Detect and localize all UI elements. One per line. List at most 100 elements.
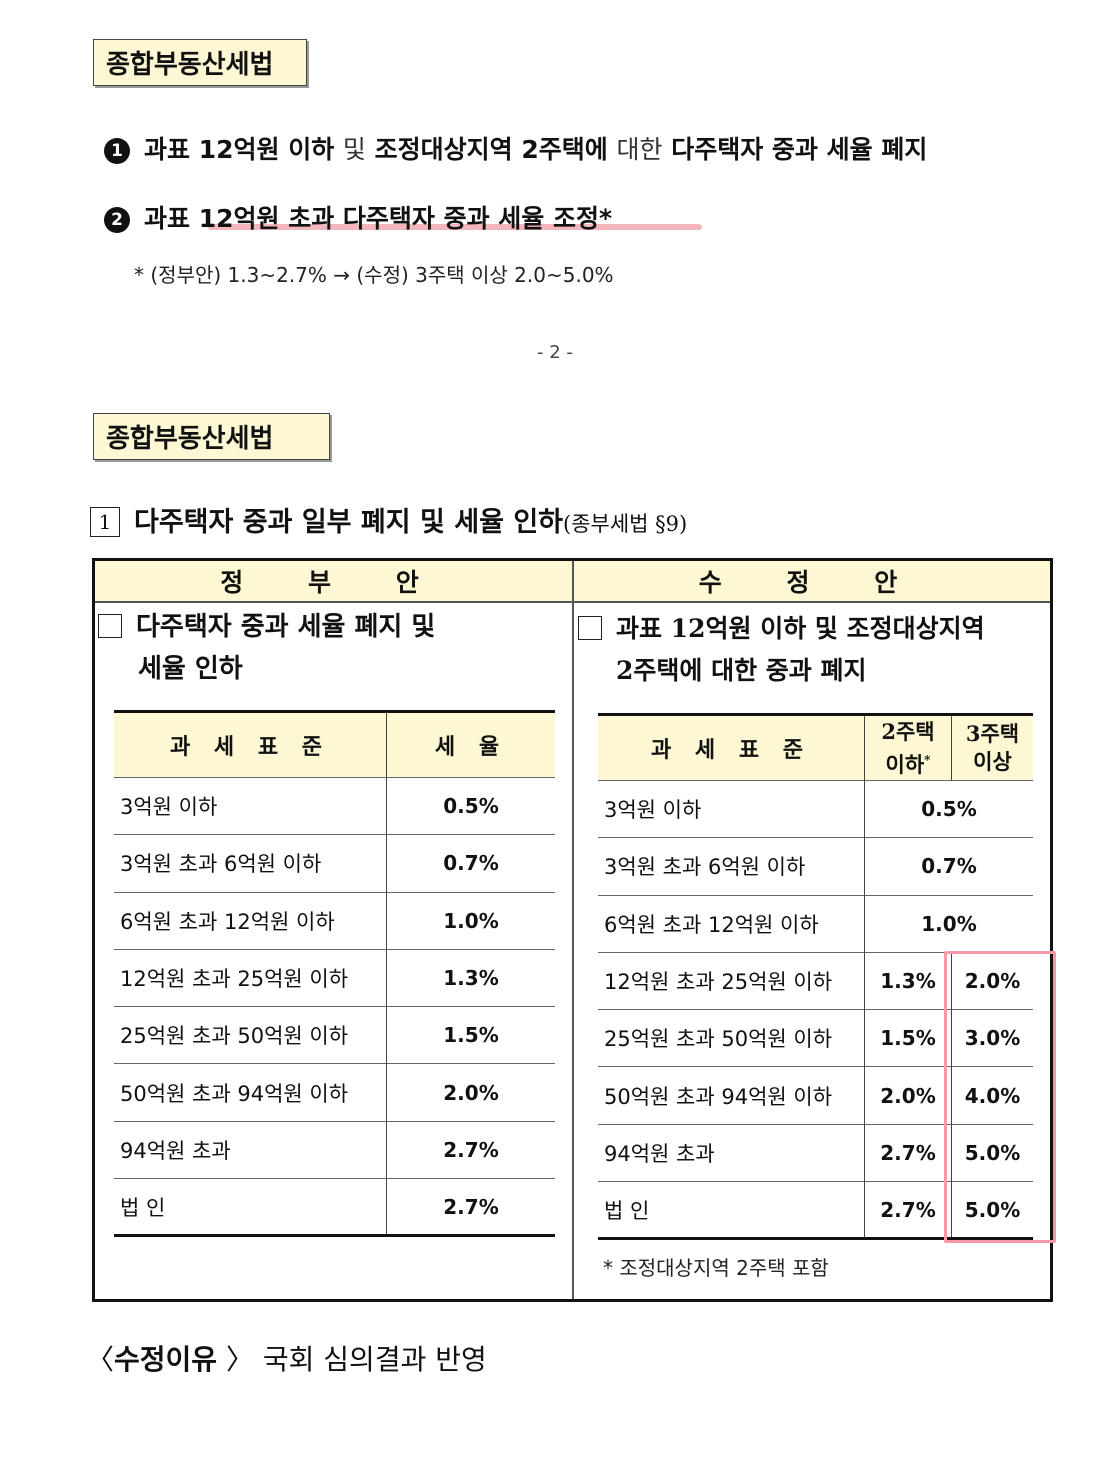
table-row: 3억원 이하 0.5% — [598, 779, 1033, 838]
item-1-part: 다주택자 중과 세율 폐지 — [671, 135, 928, 164]
rate-cell: 1.5% — [386, 1006, 555, 1064]
rate-3house-cell: 2.0% — [951, 951, 1033, 1010]
rate-2house-cell: 1.5% — [864, 1009, 952, 1067]
rate-cell: 2.7% — [386, 1178, 555, 1236]
bracket-cell: 12억원 초과 25억원 이하 — [114, 948, 387, 1007]
bracket-cell: 3억원 이하 — [598, 779, 865, 838]
rate-2house-cell: 2.7% — [864, 1181, 952, 1239]
bracket-cell: 법 인 — [114, 1178, 387, 1236]
table-row: 94억원 초과 2.7% 5.0% — [598, 1123, 1033, 1182]
bracket-cell: 50억원 초과 94억원 이하 — [114, 1063, 387, 1122]
item-2-text: 과표 12억원 초과 다주택자 중과 세율 조정* — [144, 204, 613, 233]
table-row: 6억원 초과 12억원 이하 1.0% — [598, 894, 1033, 953]
rate-change-note: * (정부안) 1.3~2.7% → (수정) 3주택 이상 2.0~5.0% — [134, 263, 614, 287]
bullet-1-icon: 1 — [104, 138, 130, 164]
rate-cell: 0.5% — [864, 779, 1033, 838]
highlight-box — [944, 951, 1056, 1243]
table-row: 6억원 초과 12억원 이하 1.0% — [114, 891, 555, 950]
table-row: 12억원 초과 25억원 이하 1.3% 2.0% — [598, 951, 1033, 1010]
table-row: 3억원 초과 6억원 이하 0.7% — [114, 834, 555, 893]
item-1-part: 과표 12억원 이하 — [144, 135, 335, 164]
bracket-cell: 25억원 초과 50억원 이하 — [598, 1009, 865, 1067]
chevron-left-icon: 〈 — [86, 1343, 115, 1376]
bracket-cell: 6억원 초과 12억원 이하 — [598, 894, 865, 953]
rate-cell: 0.7% — [386, 834, 555, 893]
table-row: 법 인 2.7% — [114, 1178, 555, 1236]
amend-column-header: 수 정 안 — [574, 561, 1050, 601]
revision-reason: 〈수정이유 〉 국회 심의결과 반영 — [86, 1338, 487, 1378]
bracket-cell: 12억원 초과 25억원 이하 — [598, 951, 865, 1010]
bullet-2-icon: 2 — [104, 207, 130, 233]
highlight-underline — [208, 224, 702, 230]
gov-subheading-line: 다주택자 중과 세율 폐지 및 — [136, 612, 436, 642]
heading-ref: (종부세법 §9) — [563, 512, 688, 536]
bracket-cell: 6억원 초과 12억원 이하 — [114, 891, 387, 950]
bracket-cell: 94억원 초과 — [598, 1123, 865, 1182]
rate-3house-cell: 3.0% — [951, 1009, 1033, 1067]
amend-subheading: 과표 12억원 이하 및 조정대상지역 2주택에 대한 중과 폐지 — [578, 608, 1048, 692]
chevron-right-icon: 〉 — [217, 1343, 254, 1376]
header-2house-line: 이하 — [885, 751, 925, 777]
rate-cell: 0.5% — [386, 776, 555, 835]
table-row: 50억원 초과 94억원 이하 2.0% — [114, 1063, 555, 1122]
header-3house-line: 이상 — [973, 749, 1012, 774]
column-header-3house: 3주택 이상 — [951, 714, 1033, 781]
item-1-part: 및 — [342, 135, 366, 164]
item-1-part: 대한 — [616, 135, 663, 164]
bracket-cell: 25억원 초과 50억원 이하 — [114, 1006, 387, 1064]
footnote-mark: * — [924, 752, 931, 767]
checkbox-icon — [98, 614, 122, 638]
table-row: 25억원 초과 50억원 이하 1.5% 3.0% — [598, 1009, 1033, 1067]
item-2: 2 과표 12억원 초과 다주택자 중과 세율 조정* — [104, 199, 612, 235]
rate-cell: 2.7% — [386, 1120, 555, 1179]
section-heading: 1 다주택자 중과 일부 폐지 및 세율 인하(종부세법 §9) — [90, 500, 687, 539]
bracket-cell: 50억원 초과 94억원 이하 — [598, 1066, 865, 1125]
rate-cell: 2.0% — [386, 1063, 555, 1122]
column-header-2house: 2주택 이하* — [864, 714, 952, 781]
item-1-part: 조정대상지역 2주택에 — [374, 135, 608, 164]
rate-2house-cell: 2.7% — [864, 1123, 952, 1182]
gov-subheading-line: 세율 인하 — [138, 654, 243, 684]
comparison-table — [92, 558, 1053, 1302]
column-header-bracket: 과 세 표 준 — [598, 714, 865, 781]
column-divider — [572, 561, 574, 1299]
amend-subheading-line: 2주택에 대한 중과 폐지 — [616, 656, 867, 685]
bracket-cell: 94억원 초과 — [114, 1120, 387, 1179]
gov-subheading: 다주택자 중과 세율 폐지 및 세율 인하 — [98, 606, 558, 690]
table-row: 3억원 초과 6억원 이하 0.7% — [598, 837, 1033, 896]
reason-label: 수정이유 — [114, 1343, 218, 1376]
bracket-cell: 3억원 초과 6억원 이하 — [598, 837, 865, 896]
bracket-cell: 3억원 초과 6억원 이하 — [114, 834, 387, 893]
rate-3house-cell: 5.0% — [951, 1123, 1033, 1182]
top-section-title: 종합부동산세법 — [93, 39, 307, 86]
table-row: 50억원 초과 94억원 이하 2.0% 4.0% — [598, 1066, 1033, 1125]
column-header-bracket: 과 세 표 준 — [114, 711, 387, 778]
rate-3house-cell: 4.0% — [951, 1066, 1033, 1125]
rate-3house-cell: 5.0% — [951, 1181, 1033, 1239]
heading-text: 다주택자 중과 일부 폐지 및 세율 인하 — [134, 507, 563, 538]
reason-text: 국회 심의결과 반영 — [262, 1343, 487, 1376]
table-row: 94억원 초과 2.7% — [114, 1120, 555, 1179]
checkbox-icon — [578, 616, 602, 640]
item-1: 1 과표 12억원 이하 및 조정대상지역 2주택에 대한 다주택자 중과 세율 … — [104, 130, 927, 166]
rate-2house-cell: 2.0% — [864, 1066, 952, 1125]
table-row: 3억원 이하 0.5% — [114, 776, 555, 835]
header-3house-line: 3주택 — [965, 721, 1020, 746]
header-2house-line: 2주택 — [881, 718, 935, 744]
amend-subheading-line: 과표 12억원 이하 및 조정대상지역 — [616, 614, 985, 643]
heading-number-box: 1 — [90, 507, 120, 537]
column-header-rate: 세 율 — [386, 711, 555, 778]
table-row: 25억원 초과 50억원 이하 1.5% — [114, 1006, 555, 1064]
table-row: 법 인 2.7% 5.0% — [598, 1181, 1033, 1239]
rate-cell: 0.7% — [864, 837, 1033, 896]
rate-cell: 1.0% — [386, 891, 555, 950]
bracket-cell: 법 인 — [598, 1181, 865, 1239]
rate-cell: 1.0% — [864, 894, 1033, 953]
amend-footnote: * 조정대상지역 2주택 포함 — [603, 1256, 829, 1280]
gov-column-header: 정 부 안 — [95, 561, 572, 601]
amend-rate-table: 과 세 표 준 2주택 이하* 3주택 이상 3억원 이하 0.5% 3억원 초과 … — [598, 713, 1033, 1241]
page-number: - 2 - — [537, 342, 573, 363]
section-title: 종합부동산세법 — [93, 413, 330, 460]
table-row: 12억원 초과 25억원 이하 1.3% — [114, 948, 555, 1007]
rate-2house-cell: 1.3% — [864, 951, 952, 1010]
